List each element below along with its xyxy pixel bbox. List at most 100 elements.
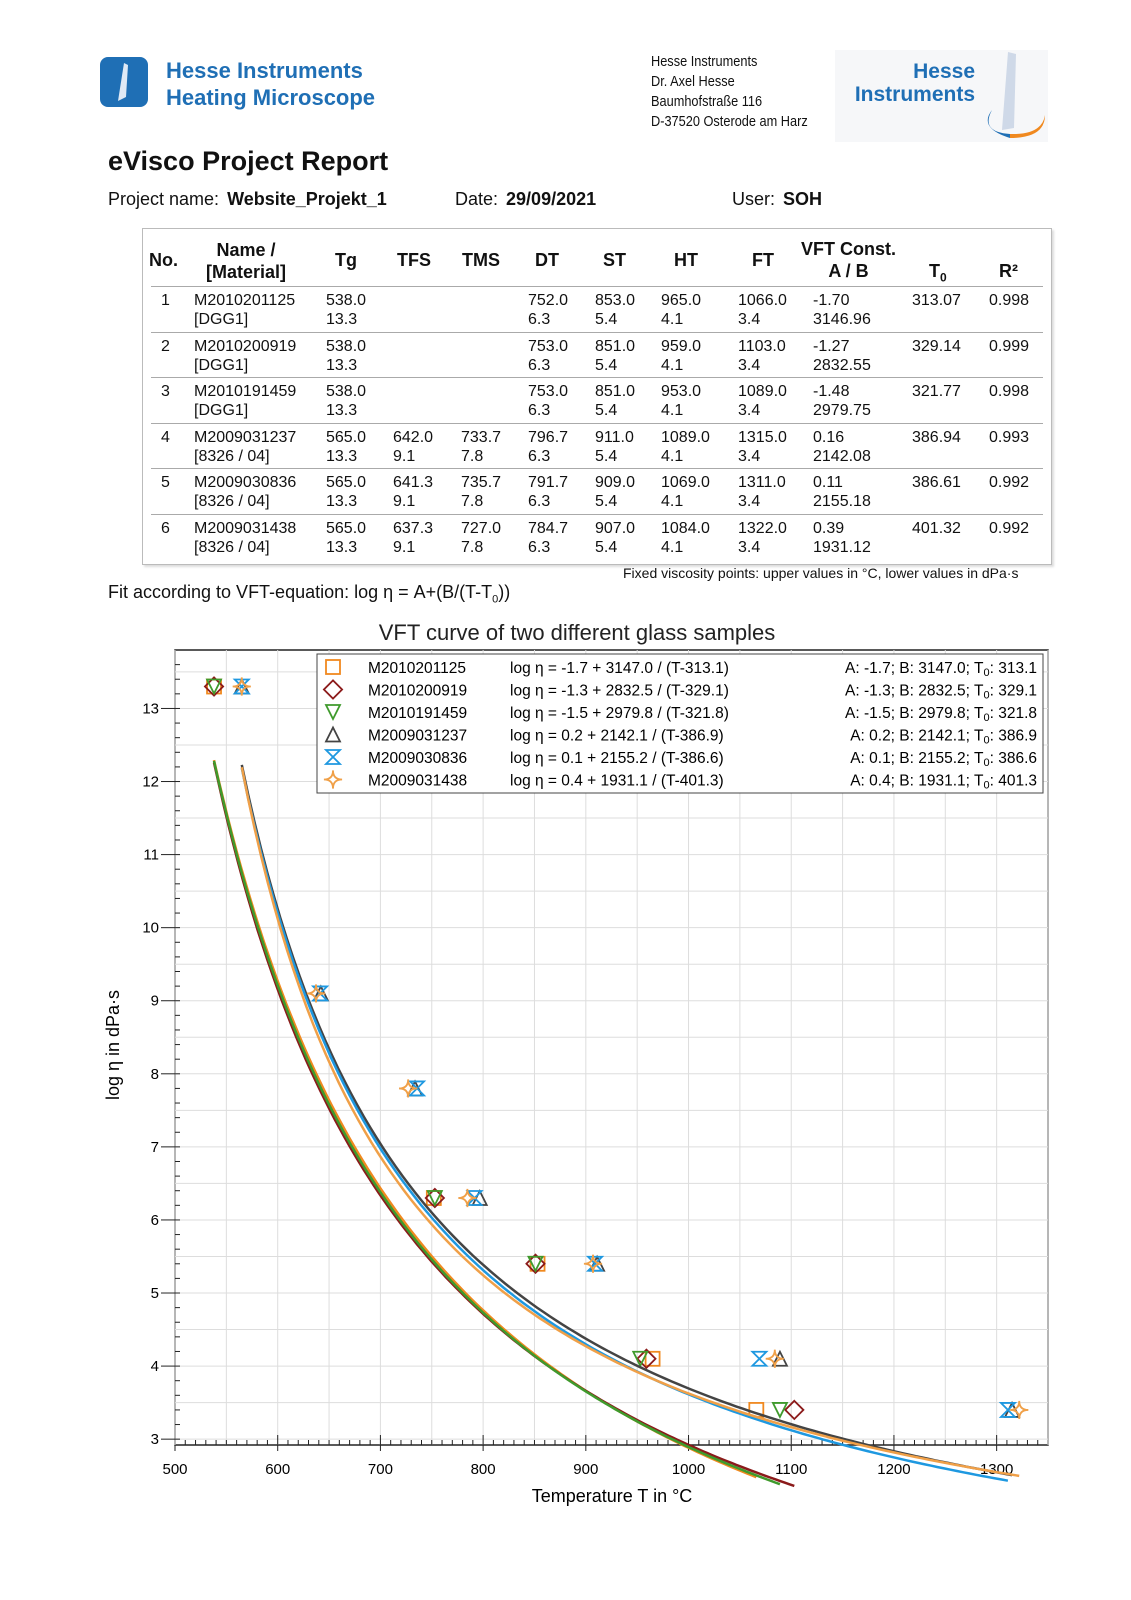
cell-line: 329.14 — [912, 337, 961, 355]
fit-note-sub: 0 — [492, 593, 499, 606]
cell-tg: 565.0 13.3 — [326, 473, 366, 511]
table-row: 1 M2010201125 [DGG1] 538.0 13.3 752.0 6.3 853.… — [151, 286, 1043, 332]
cell-no: 2 — [161, 337, 170, 356]
y-tick-label: 8 — [151, 1066, 159, 1083]
table-row: 4 M2009031237 [8326 / 04] 565.0 13.3 642.0 9.1… — [151, 422, 1043, 469]
table-row: 5 M2009030836 [8326 / 04] 565.0 13.3 641.3 9.1… — [151, 468, 1043, 514]
cell-name: M2010201125 [DGG1] — [194, 291, 295, 329]
data-point — [458, 1188, 477, 1208]
cell-line: 851.0 — [595, 337, 636, 355]
x-axis-label: Temperature T in °C — [532, 1486, 693, 1506]
project-name: Website_Projekt_1 — [227, 189, 387, 209]
cell-line: 907.0 — [595, 519, 636, 537]
cell-line: 5.4 — [595, 538, 618, 556]
cell-line: 0.993 — [989, 428, 1030, 446]
cell-line: 5.4 — [595, 402, 618, 419]
x-tick-label: 700 — [368, 1461, 393, 1478]
cell-ft: 1311.0 3.4 — [738, 473, 786, 511]
address-line: D-37520 Osterode am Harz — [651, 114, 808, 130]
col-st: ST — [603, 250, 627, 270]
square-marker-icon — [325, 659, 341, 675]
cell-line: 4.1 — [661, 447, 684, 465]
t0-sub: 0 — [983, 667, 989, 679]
cell-name: M2010191459 [DGG1] — [194, 382, 296, 420]
cell-ht: 959.0 4.1 — [661, 337, 701, 375]
cell-line: 3.4 — [738, 493, 761, 510]
cell-line: 1089.0 — [661, 428, 710, 446]
cell-dt: 753.0 6.3 — [528, 337, 568, 375]
cell-line: 9.1 — [393, 493, 416, 510]
cell-line: 5.4 — [595, 356, 618, 374]
cell-r2: 0.998 — [989, 382, 1029, 401]
cell-line: 3.4 — [738, 447, 761, 465]
cell-line: 1311.0 — [738, 474, 786, 491]
cell-line: 6.3 — [528, 311, 551, 328]
star-marker-icon — [323, 770, 343, 789]
cell-tms: 735.7 7.8 — [461, 473, 501, 511]
cell-line: 637.3 — [393, 519, 434, 537]
date-label: Date: — [455, 189, 499, 209]
cell-line: 1069.0 — [661, 474, 710, 491]
data-point — [424, 1187, 446, 1209]
cell-line: M2010201125 — [194, 292, 296, 309]
cell-line: 0.998 — [989, 292, 1030, 309]
cell-line: 538.0 — [326, 337, 367, 355]
data-point — [527, 1255, 544, 1273]
cell-line: 321.77 — [912, 383, 961, 400]
cell-line: 3.4 — [738, 402, 761, 419]
params-text: A: -1.7; B: 3147.0; T — [845, 660, 984, 677]
cell-no: 4 — [161, 428, 170, 447]
triangle-up-marker-icon — [324, 725, 342, 743]
cell-line: 4.1 — [661, 538, 684, 556]
y-tick-label: 10 — [142, 920, 159, 937]
cell-line: [8326 / 04] — [194, 447, 270, 465]
x-tick-label: 900 — [573, 1461, 598, 1478]
cell-line: 753.0 — [528, 337, 569, 355]
cell-line: 1103.0 — [738, 337, 786, 355]
y-tick-label: 11 — [143, 847, 159, 864]
cell-line: 3.4 — [738, 311, 761, 328]
cell-line: 752.0 — [528, 292, 569, 309]
cell-tms: 727.0 7.8 — [461, 519, 501, 557]
cell-st: 853.0 5.4 — [595, 291, 635, 329]
y-tick-label: 6 — [151, 1212, 159, 1229]
params-text: A: -1.3; B: 2832.5; T — [845, 683, 984, 700]
cell-tfs: 641.3 9.1 — [393, 473, 433, 511]
col-tms: TMS — [462, 250, 500, 270]
cell-no: 1 — [161, 291, 170, 310]
cell-line: 13.3 — [326, 538, 358, 556]
cell-line: 4 — [161, 428, 170, 446]
t0-value: : 386.9 — [990, 728, 1037, 745]
cell-line: 565.0 — [326, 519, 367, 537]
cell-vft: -1.27 2832.55 — [813, 337, 871, 375]
user-info: User: SOH — [732, 189, 822, 210]
params-text: A: 0.4; B: 1931.1; T — [850, 773, 984, 790]
cell-line: 3.4 — [738, 356, 761, 374]
date-info: Date: 29/09/2021 — [455, 189, 596, 210]
cell-line: 2979.75 — [813, 402, 871, 419]
cell-line: M2009031438 — [194, 519, 297, 537]
t0-value: : 401.3 — [990, 773, 1037, 790]
legend-equation: log η = 0.4 + 1931.1 / (T-401.3) — [510, 773, 724, 790]
cell-line: 2142.08 — [813, 447, 871, 465]
cell-line: 1089.0 — [738, 383, 787, 400]
logo-text: Hesse — [913, 60, 975, 83]
diamond-marker-icon — [322, 679, 344, 700]
cell-line: 0.11 — [813, 474, 843, 491]
t0-sub: 0 — [983, 735, 989, 747]
legend-series-name: M2009031237 — [368, 728, 467, 745]
cell-r2: 0.992 — [989, 519, 1029, 538]
cell-line: 965.0 — [661, 292, 702, 309]
cell-line: 911.0 — [595, 428, 634, 446]
cell-line: 3.4 — [738, 538, 761, 556]
hourglass-marker-icon — [323, 749, 343, 765]
col-name-line: Name / — [216, 240, 276, 260]
cell-t0: 329.14 — [912, 337, 961, 356]
t0-sub: 0 — [983, 690, 989, 702]
cell-vft: 0.39 1931.12 — [813, 519, 871, 557]
cell-ft: 1322.0 3.4 — [738, 519, 787, 557]
cell-tg: 538.0 13.3 — [326, 291, 366, 329]
cell-t0: 401.32 — [912, 519, 961, 538]
legend-params: A: -1.7; B: 3147.0; T0: 313.1 — [845, 660, 1037, 679]
t0-sub: 0 — [983, 757, 989, 769]
